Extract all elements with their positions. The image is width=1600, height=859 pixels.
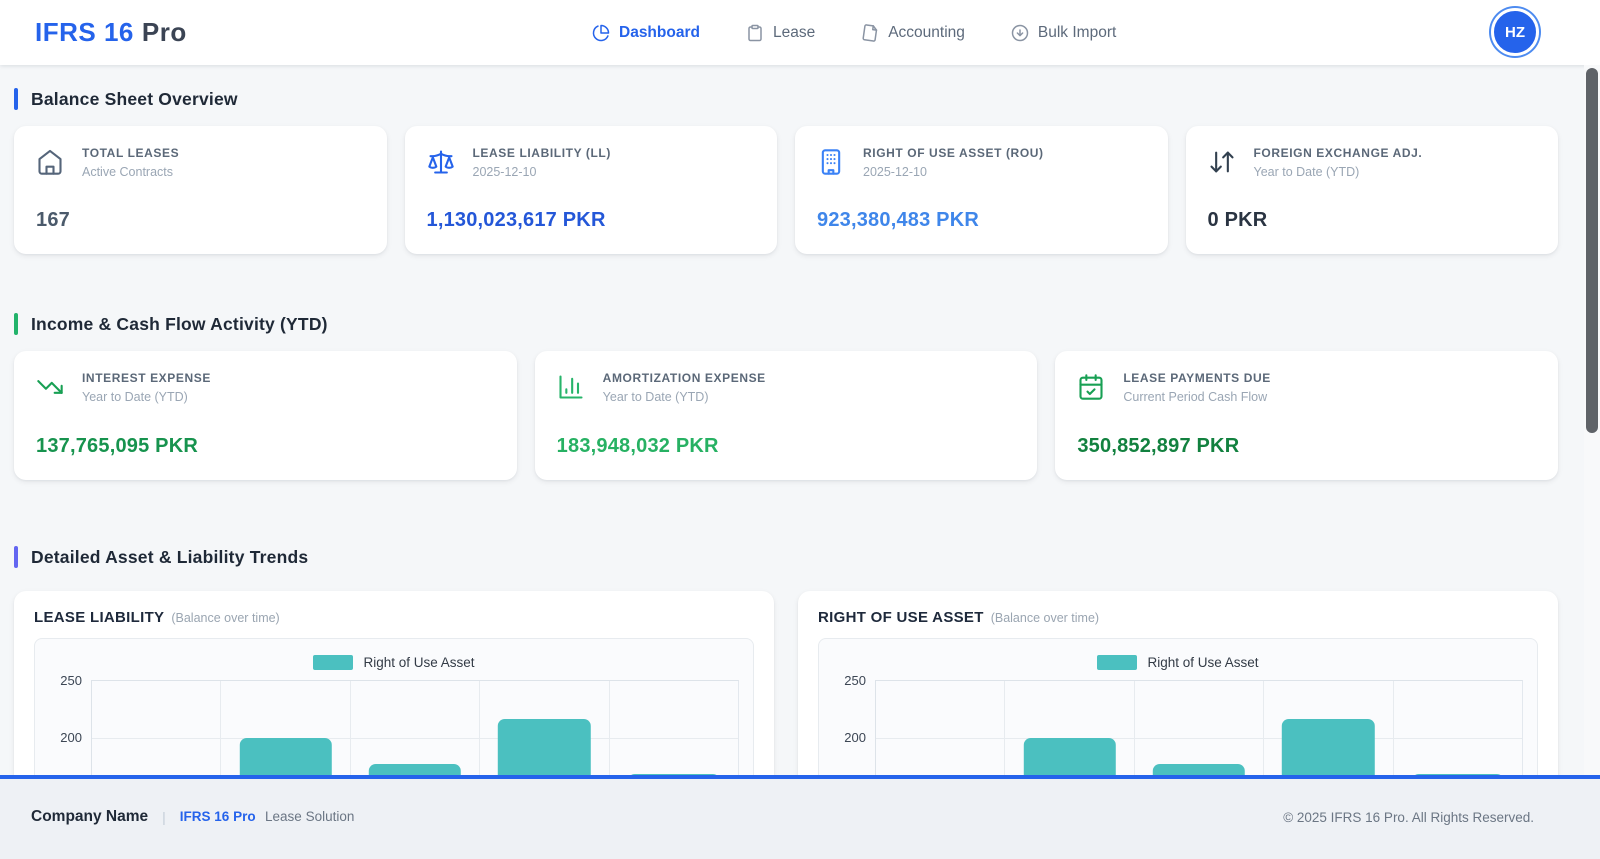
chart-subtitle: (Balance over time) bbox=[171, 611, 280, 625]
card-value: 183,948,032 PKR bbox=[556, 435, 719, 457]
card-value: 0 PKR bbox=[1207, 209, 1268, 231]
card-label: AMORTIZATION EXPENSE bbox=[602, 371, 766, 385]
section-title: Balance Sheet Overview bbox=[31, 88, 238, 109]
stat-card-total-leases: TOTAL LEASES Active Contracts 167 bbox=[14, 126, 387, 254]
balance-sheet-cards: TOTAL LEASES Active Contracts 167 LEASE … bbox=[14, 126, 1558, 254]
footer-copyright: © 2025 IFRS 16 Pro. All Rights Reserved. bbox=[1283, 809, 1534, 825]
card-sublabel: Year to Date (YTD) bbox=[1253, 165, 1360, 179]
y-axis-tick-label: 200 bbox=[844, 730, 866, 745]
card-label: TOTAL LEASES bbox=[82, 146, 180, 160]
section-header-income-cashflow: Income & Cash Flow Activity (YTD) bbox=[14, 311, 1558, 337]
y-axis-tick-label: 250 bbox=[60, 673, 82, 688]
vertical-scrollbar[interactable] bbox=[1584, 65, 1600, 775]
stat-card-lease-liability: LEASE LIABILITY (LL) 2025-12-10 1,130,02… bbox=[404, 126, 777, 254]
card-sublabel: Year to Date (YTD) bbox=[82, 390, 188, 404]
main-nav: Dashboard Lease Accounting Bulk Import bbox=[592, 0, 1116, 65]
nav-item-lease[interactable]: Lease bbox=[746, 24, 815, 42]
card-label: LEASE PAYMENTS DUE bbox=[1123, 371, 1271, 385]
chart-legend[interactable]: Right of Use Asset bbox=[833, 647, 1523, 680]
nav-label: Lease bbox=[772, 23, 816, 41]
stat-card-amortization-expense: AMORTIZATION EXPENSE Year to Date (YTD) … bbox=[534, 351, 1038, 480]
chart-title: RIGHT OF USE ASSET bbox=[818, 609, 984, 626]
income-cashflow-cards: INTEREST EXPENSE Year to Date (YTD) 137,… bbox=[14, 351, 1559, 480]
clipboard-icon bbox=[748, 24, 762, 41]
chart-pie-icon bbox=[592, 24, 610, 41]
footer-brand: IFRS 16 Pro bbox=[179, 809, 256, 824]
chart-subtitle: (Balance over time) bbox=[990, 611, 1100, 625]
trending-down-icon bbox=[37, 380, 63, 394]
gridline bbox=[876, 738, 1522, 739]
stat-card-lease-payments-due: LEASE PAYMENTS DUE Current Period Cash F… bbox=[1055, 351, 1559, 480]
brand-accent: IFRS 16 bbox=[35, 17, 134, 47]
card-value: 137,765,095 PKR bbox=[36, 435, 199, 457]
card-sublabel: Active Contracts bbox=[82, 165, 174, 179]
chart-legend[interactable]: Right of Use Asset bbox=[49, 647, 739, 680]
scales-icon bbox=[427, 150, 454, 174]
card-label: FOREIGN EXCHANGE ADJ. bbox=[1253, 146, 1423, 160]
building-icon bbox=[821, 149, 841, 175]
document-icon bbox=[862, 23, 878, 42]
chart-column bbox=[876, 681, 1006, 859]
legend-label: Right of Use Asset bbox=[1147, 655, 1259, 670]
nav-item-accounting[interactable]: Accounting bbox=[861, 24, 965, 42]
y-axis-tick-label: 200 bbox=[60, 730, 82, 745]
footer-company-name: Company Name bbox=[31, 808, 149, 825]
stat-card-foreign-exchange: FOREIGN EXCHANGE ADJ. Year to Date (YTD)… bbox=[1185, 126, 1558, 254]
section-header-trends: Detailed Asset & Liability Trends bbox=[14, 544, 1558, 570]
arrow-down-up-icon bbox=[1209, 151, 1234, 173]
card-value: 167 bbox=[36, 209, 70, 231]
footer-separator: | bbox=[162, 809, 166, 825]
footer-left: Company Name | IFRS 16 Pro Lease Solutio… bbox=[31, 808, 354, 826]
section-header-balance-sheet: Balance Sheet Overview bbox=[14, 86, 1558, 112]
section-title: Detailed Asset & Liability Trends bbox=[31, 546, 309, 567]
scrollbar-thumb[interactable] bbox=[1586, 68, 1598, 433]
section-accent-bar bbox=[14, 88, 18, 110]
section-title: Income & Cash Flow Activity (YTD) bbox=[31, 313, 328, 334]
card-sublabel: Year to Date (YTD) bbox=[602, 390, 709, 404]
nav-label: Accounting bbox=[888, 23, 965, 41]
legend-swatch bbox=[1097, 655, 1138, 670]
main-content: Balance Sheet Overview TOTAL LEASES Acti… bbox=[0, 65, 1584, 859]
card-label: RIGHT OF USE ASSET (ROU) bbox=[863, 146, 1044, 160]
footer-brand-suffix: Lease Solution bbox=[265, 809, 355, 824]
stat-card-right-of-use-asset: RIGHT OF USE ASSET (ROU) 2025-12-10 923,… bbox=[795, 126, 1168, 254]
card-value: 1,130,023,617 PKR bbox=[426, 209, 606, 231]
section-accent-bar bbox=[14, 546, 18, 568]
nav-item-bulk-import[interactable]: Bulk Import bbox=[1011, 24, 1116, 42]
legend-swatch bbox=[313, 655, 354, 670]
bar-chart-icon bbox=[559, 375, 583, 399]
nav-item-dashboard[interactable]: Dashboard bbox=[592, 24, 700, 42]
brand-logo: IFRS 16 Pro bbox=[35, 17, 187, 48]
card-value: 923,380,483 PKR bbox=[817, 209, 980, 231]
card-sublabel: 2025-12-10 bbox=[472, 165, 537, 179]
top-navbar: IFRS 16 Pro Dashboard Lease Accounting Bu… bbox=[0, 0, 1600, 65]
home-icon bbox=[38, 149, 62, 175]
y-axis-tick-label: 250 bbox=[844, 673, 866, 688]
chart-title: LEASE LIABILITY bbox=[34, 609, 165, 626]
calendar-check-icon bbox=[1079, 374, 1103, 400]
brand-rest: Pro bbox=[141, 17, 187, 47]
gridline bbox=[92, 738, 738, 739]
card-sublabel: Current Period Cash Flow bbox=[1123, 390, 1268, 404]
nav-label: Dashboard bbox=[619, 23, 700, 41]
legend-label: Right of Use Asset bbox=[363, 655, 475, 670]
circle-arrow-down-icon bbox=[1011, 24, 1029, 41]
card-value: 350,852,897 PKR bbox=[1077, 435, 1240, 457]
nav-label: Bulk Import bbox=[1037, 23, 1117, 41]
user-avatar[interactable]: HZ bbox=[1491, 8, 1539, 56]
stat-card-interest-expense: INTEREST EXPENSE Year to Date (YTD) 137,… bbox=[14, 351, 517, 480]
card-label: INTEREST EXPENSE bbox=[82, 371, 211, 385]
card-label: LEASE LIABILITY (LL) bbox=[472, 146, 611, 160]
footer: Company Name | IFRS 16 Pro Lease Solutio… bbox=[0, 775, 1600, 859]
section-accent-bar bbox=[14, 313, 18, 335]
card-sublabel: 2025-12-10 bbox=[863, 165, 927, 179]
chart-column bbox=[92, 681, 222, 859]
